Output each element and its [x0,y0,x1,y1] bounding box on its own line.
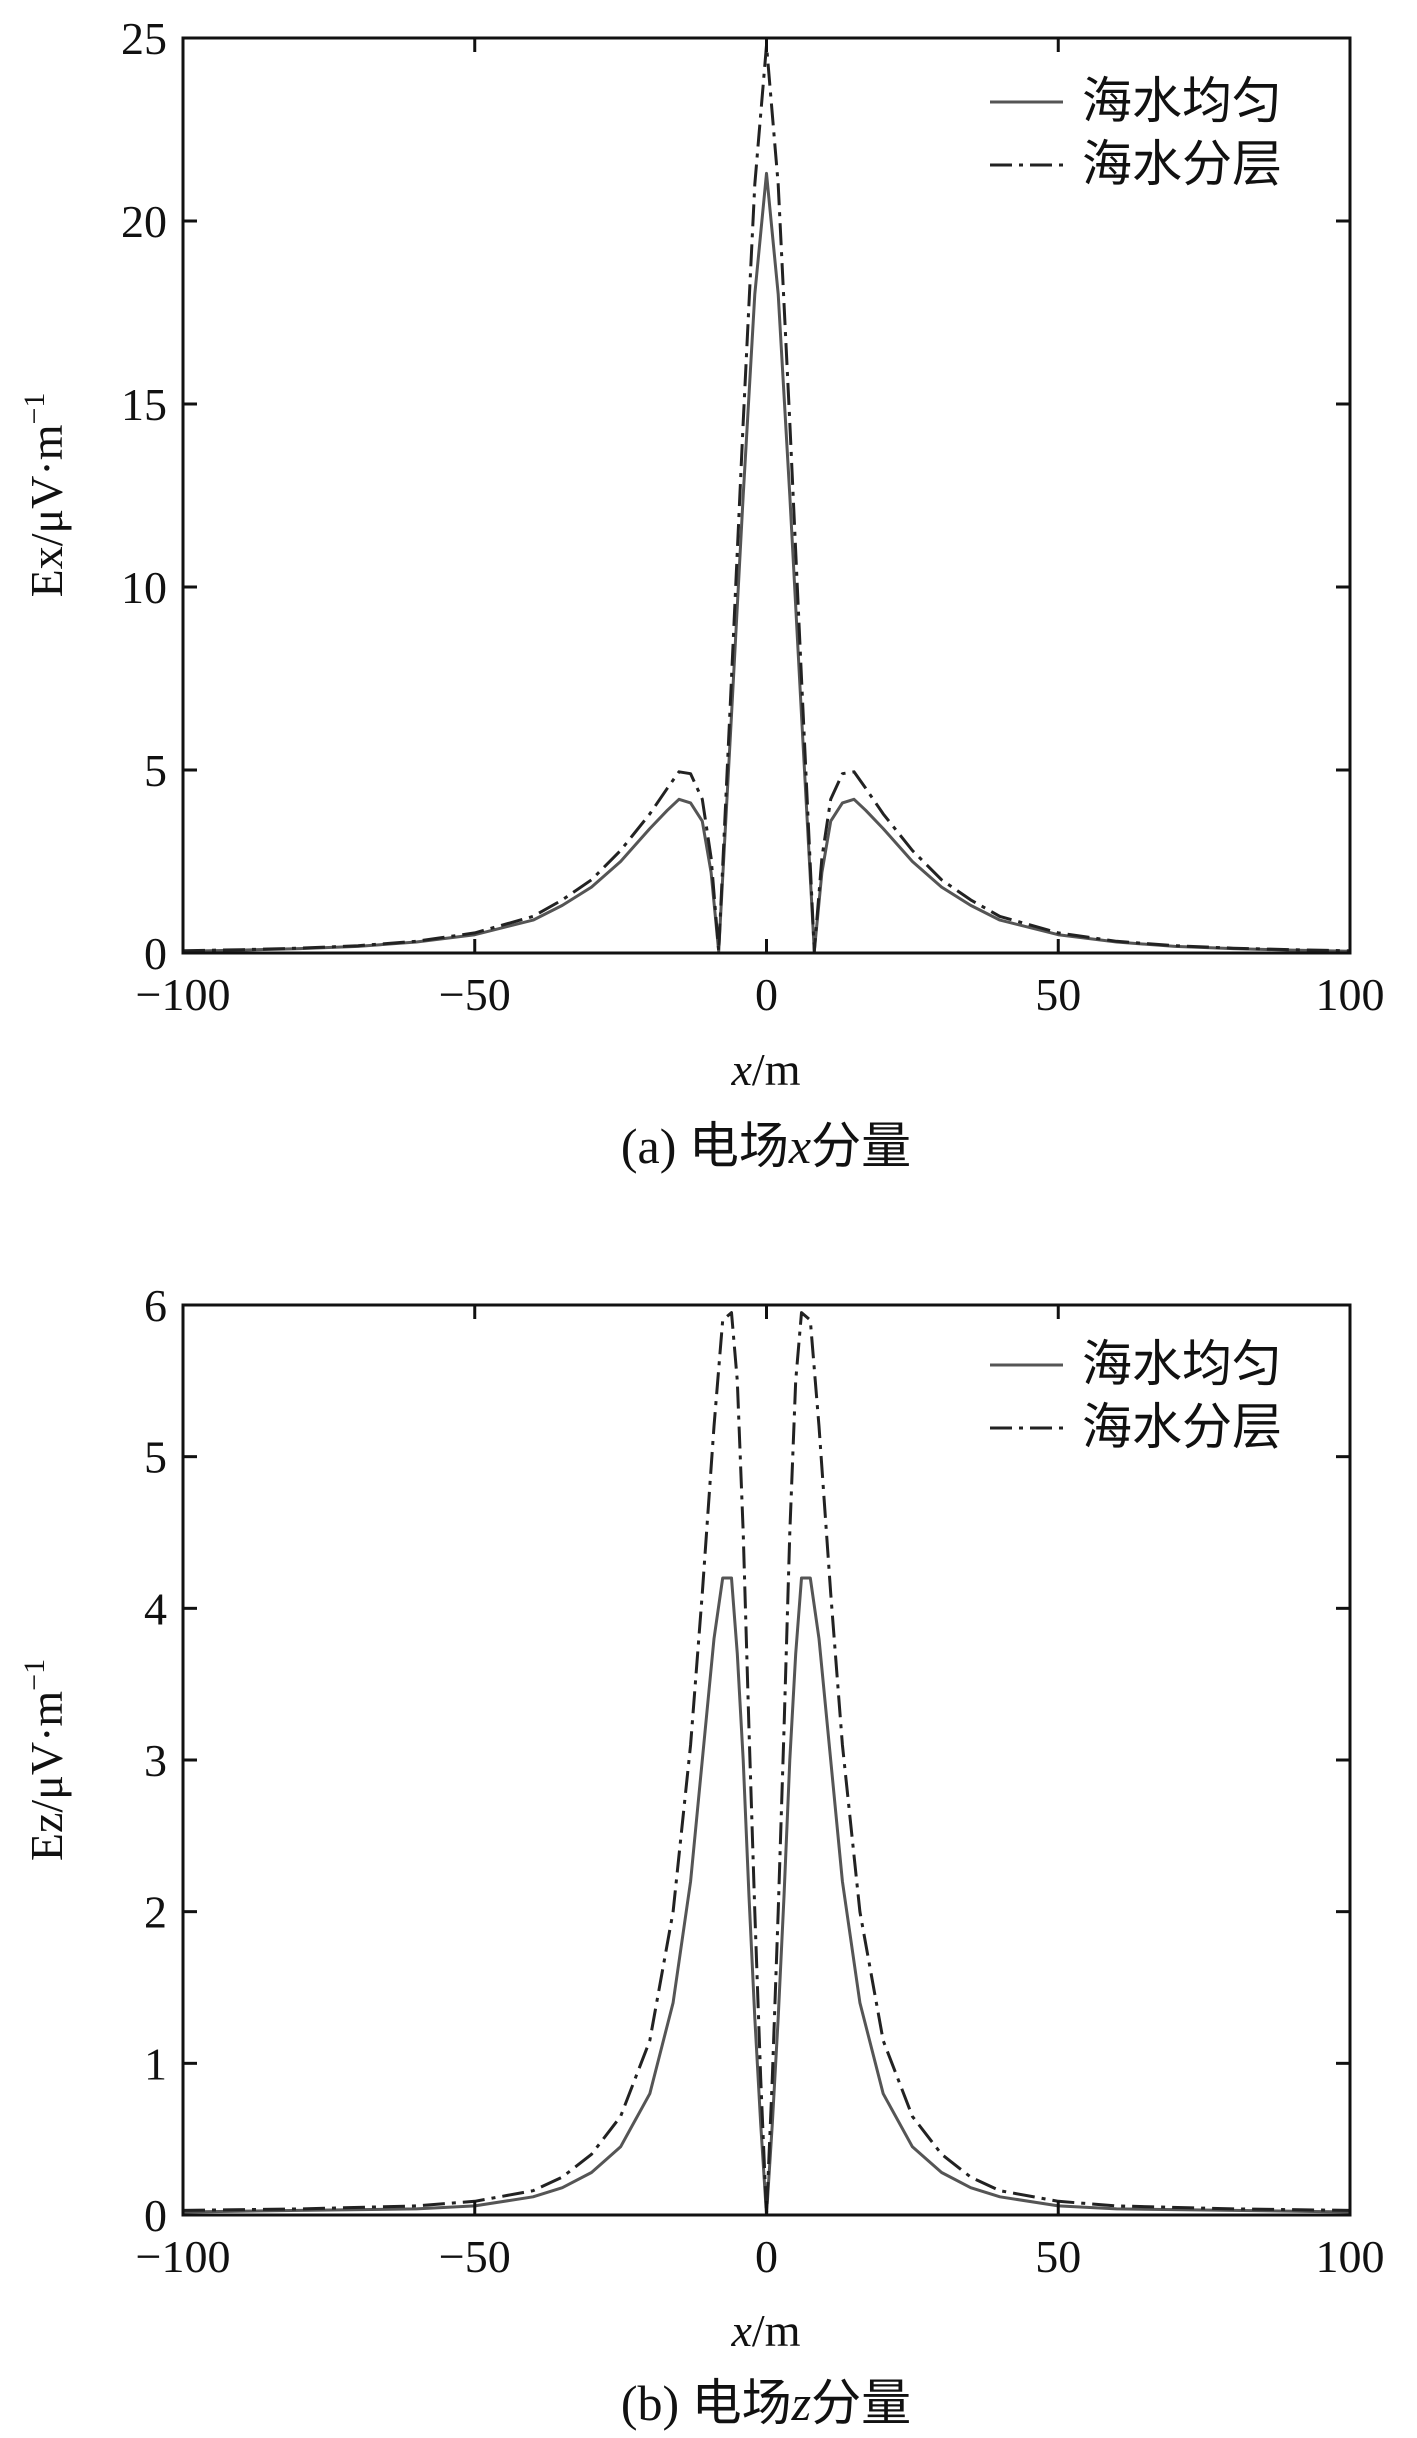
legend-label-uniform: 海水均匀 [1082,1336,1282,1392]
panel-b-caption: (b) 电场z分量 [621,2375,911,2431]
x-tick-label: −50 [439,969,511,1020]
x-tick-label: 0 [755,969,778,1020]
panel-a-xlabel: x/m [731,1044,801,1095]
y-tick-label: 25 [121,13,167,64]
x-tick-label: 50 [1035,2231,1081,2282]
x-tick-label: 100 [1316,2231,1385,2282]
y-tick-label: 5 [144,1432,167,1483]
y-tick-label: 20 [121,196,167,247]
y-tick-label: 15 [121,379,167,430]
x-tick-label: −50 [439,2231,511,2282]
legend-label-uniform: 海水均匀 [1082,73,1282,129]
x-tick-label: −100 [136,969,231,1020]
panel-b-xlabel: x/m [731,2305,801,2356]
series-line-uniform [183,1576,1350,2215]
x-tick-label: 0 [755,2231,778,2282]
panel-b-marks [183,1311,1350,2215]
panel-a-ylabel: Ex/μV·m−1 [18,393,72,598]
panel-a-ticks: −100 −50 0 50 100 0 5 10 15 20 25 [121,13,1385,1020]
legend-label-layered: 海水分层 [1082,1399,1282,1455]
x-tick-label: 50 [1035,969,1081,1020]
panel-a: −100 −50 0 50 100 0 5 10 15 20 25 Ex/μV·m−1 x/m (a… [18,13,1385,1174]
panel-b: −100 −50 0 50 100 0 1 2 3 4 5 6 Ez/μV·m−1 x/m (b) 电… [18,1280,1385,2431]
x-tick-label: −100 [136,2231,231,2282]
y-tick-label: 1 [144,2038,167,2089]
series-line-layered [183,1311,1350,2215]
series-line-uniform [183,171,1350,953]
y-tick-label: 0 [144,2190,167,2241]
y-tick-label: 10 [121,562,167,613]
y-tick-label: 4 [144,1583,167,1634]
panel-b-legend: 海水均匀 海水分层 [990,1336,1282,1455]
panel-b-ylabel: Ez/μV·m−1 [18,1659,72,1861]
panel-a-caption: (a) 电场x分量 [621,1118,911,1174]
y-tick-label: 2 [144,1887,167,1938]
panel-a-legend: 海水均匀 海水分层 [990,73,1282,192]
x-tick-label: 100 [1316,969,1385,1020]
y-tick-label: 3 [144,1735,167,1786]
y-tick-label: 5 [144,745,167,796]
y-tick-label: 0 [144,928,167,979]
y-tick-label: 6 [144,1280,167,1331]
legend-label-layered: 海水分层 [1082,136,1282,192]
panel-b-ticks: −100 −50 0 50 100 0 1 2 3 4 5 6 [136,1280,1385,2282]
